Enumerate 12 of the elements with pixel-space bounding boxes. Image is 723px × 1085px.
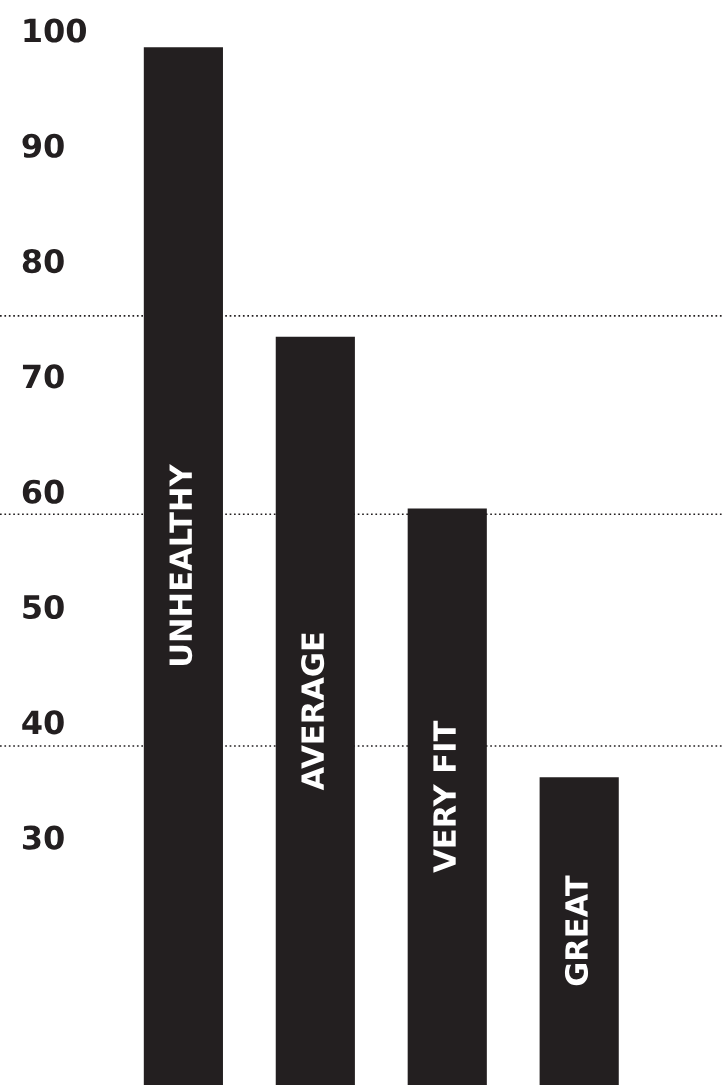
y-tick-label: 70 — [22, 364, 64, 389]
y-tick-label: 50 — [23, 594, 64, 620]
y-tick-label: 80 — [22, 249, 64, 274]
x-tick-label: UNHEALTHY — [169, 464, 193, 666]
y-tick-label: 100 — [24, 18, 86, 43]
x-tick-label: VERY FIT — [433, 720, 456, 873]
y-tick-label: 60 — [22, 479, 64, 504]
x-tick-label: AVERAGE — [301, 633, 325, 791]
x-tick-label: GREAT — [564, 875, 589, 986]
y-tick-label: 90 — [22, 133, 64, 158]
y-tick-label: 30 — [22, 825, 64, 850]
y-tick-label: 40 — [22, 710, 64, 735]
